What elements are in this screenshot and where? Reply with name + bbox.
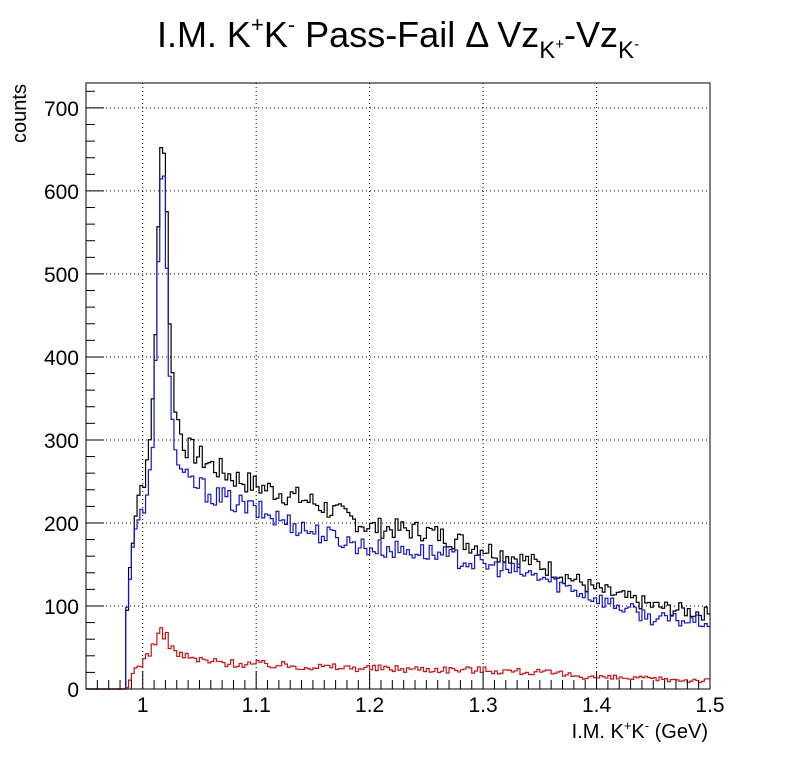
histogram-pass — [86, 175, 710, 690]
y-axis-title: counts — [9, 84, 31, 143]
x-axis-title: I.M. K+K- (GeV) — [572, 718, 708, 743]
y-tick-label: 0 — [67, 679, 79, 702]
x-tick-label: 1.3 — [468, 694, 497, 717]
y-tick-label: 600 — [44, 181, 79, 204]
y-tick-label: 200 — [44, 513, 79, 536]
y-tick-label: 400 — [44, 347, 79, 370]
histogram-total — [86, 146, 710, 690]
grid-lines — [86, 83, 710, 689]
x-tick-label: 1.2 — [355, 694, 384, 717]
histogram-fail — [86, 627, 710, 690]
chart-title: I.M. K+K- Pass-Fail Δ VzK+-VzK- — [157, 12, 639, 64]
x-tick-labels: 1 1.1 1.2 1.3 1.4 1.5 — [137, 694, 725, 717]
x-tick-label: 1 — [137, 694, 149, 717]
x-tick-label: 1.4 — [582, 694, 612, 717]
y-tick-label: 100 — [44, 596, 79, 619]
histogram-series — [86, 146, 710, 690]
y-tick-label: 300 — [44, 430, 79, 453]
plot-frame — [85, 82, 711, 690]
y-tick-label: 500 — [44, 264, 79, 287]
axis-ticks — [85, 90, 711, 690]
x-tick-label: 1.1 — [242, 694, 271, 717]
y-tick-label: 700 — [44, 98, 79, 121]
x-tick-label: 1.5 — [695, 694, 724, 717]
y-tick-labels: 0 100 200 300 400 500 600 700 — [44, 98, 79, 702]
